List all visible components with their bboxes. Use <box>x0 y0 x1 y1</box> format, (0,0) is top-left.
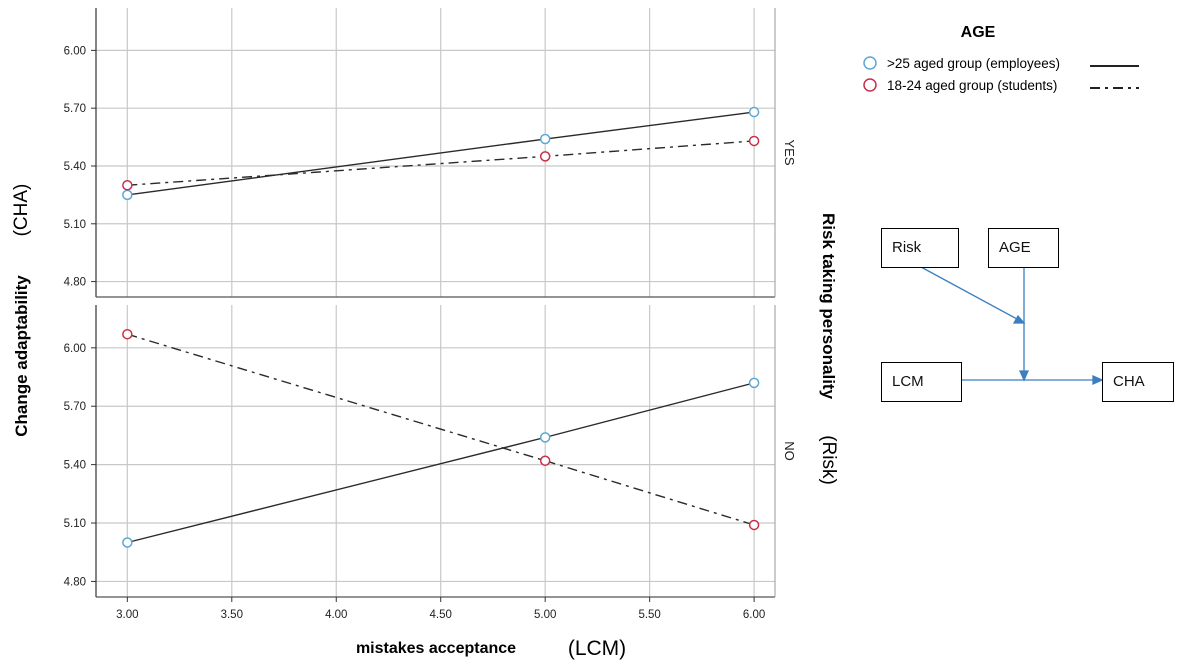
arrowhead-age <box>1018 370 1030 382</box>
legend-title: AGE <box>961 24 996 41</box>
y-tick-label: 6.00 <box>64 45 86 57</box>
y-tick-label: 4.80 <box>64 277 86 289</box>
diagram-box-risk: Risk <box>881 228 959 268</box>
data-point-students <box>748 519 760 531</box>
data-point-employees <box>539 133 551 145</box>
diagram-box-age: AGE <box>988 228 1059 268</box>
diagram-box-cha: CHA <box>1102 362 1174 402</box>
legend: AGE >25 aged group (employees) 18-24 age… <box>863 24 1139 93</box>
facet-title-suffix: (Risk) <box>818 435 839 485</box>
facet-label-no: NO <box>782 441 797 461</box>
legend-marker-students <box>863 78 877 92</box>
arrowhead-cha <box>1092 374 1104 386</box>
y-tick-label: 5.10 <box>64 219 86 231</box>
data-point-students <box>122 328 133 340</box>
x-axis-title-suffix: (LCM) <box>568 637 626 660</box>
legend-label-students: 18-24 aged group (students) <box>887 78 1057 93</box>
x-tick-label: 5.00 <box>534 609 556 621</box>
y-tick-label: 4.80 <box>64 576 86 588</box>
arrow-risk-to-path <box>920 266 1018 320</box>
x-tick-label: 6.00 <box>743 609 765 621</box>
data-point-employees <box>122 537 133 548</box>
panel-no: 4.80 5.10 5.40 5.70 6.00 NO <box>64 305 797 598</box>
x-tick-label: 3.00 <box>116 609 138 621</box>
data-point-employees <box>122 189 133 201</box>
legend-label-employees: >25 aged group (employees) <box>887 56 1060 71</box>
x-tick-label: 3.50 <box>221 609 243 621</box>
y-tick-label: 5.10 <box>64 518 86 530</box>
data-point-students <box>539 151 551 162</box>
data-point-students <box>748 135 760 147</box>
y-axis-title: Change adaptability <box>12 275 31 437</box>
panel-yes: 4.80 5.10 5.40 5.70 6.00 YES <box>64 8 797 298</box>
x-tick-label: 4.50 <box>430 609 452 621</box>
data-point-employees <box>748 377 760 389</box>
diagram-arrows <box>920 266 1104 386</box>
arrowhead-risk <box>1012 314 1026 324</box>
chart-panels: 4.80 5.10 5.40 5.70 6.00 YES 4.80 5.10 5.40 5.70 6… <box>64 8 797 621</box>
y-tick-label: 5.40 <box>64 460 86 472</box>
legend-marker-employees <box>863 56 877 70</box>
data-point-employees <box>748 106 760 118</box>
y-axis-title-suffix: (CHA) <box>11 184 32 237</box>
x-axis-title: mistakes acceptance <box>356 640 516 657</box>
data-point-students <box>122 180 133 191</box>
y-tick-label: 5.70 <box>64 401 86 413</box>
series-line-students <box>127 333 755 526</box>
y-tick-label: 6.00 <box>64 343 86 355</box>
y-tick-label: 5.70 <box>64 103 86 115</box>
facet-label-yes: YES <box>782 139 797 165</box>
y-tick-label: 5.40 <box>64 161 86 173</box>
diagram-box-lcm: LCM <box>881 362 962 402</box>
facet-title: Risk taking personality <box>819 213 838 400</box>
x-tick-label: 4.00 <box>325 609 347 621</box>
x-tick-label: 5.50 <box>638 609 660 621</box>
data-point-students <box>539 455 551 466</box>
data-point-employees <box>539 432 551 443</box>
